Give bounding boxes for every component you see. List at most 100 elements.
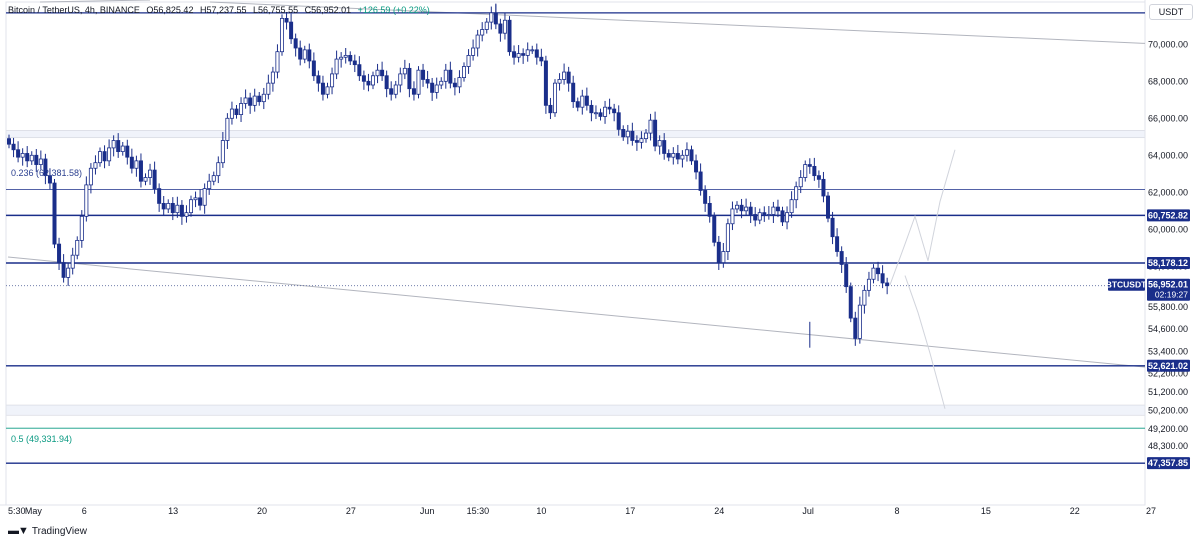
candle-body-9 <box>47 175 52 184</box>
candle-body-125 <box>575 101 580 108</box>
candle-body-145 <box>666 153 671 158</box>
candle-body-3 <box>20 153 25 158</box>
tradingview-logo-icon: ▬▼ <box>8 525 29 537</box>
candle-body-6 <box>34 154 39 165</box>
candle-body-8 <box>43 158 48 177</box>
current-price-tag <box>1147 278 1190 301</box>
candle-body-177 <box>812 165 817 177</box>
candle-body-65 <box>302 49 307 60</box>
candle-body-168 <box>771 206 776 215</box>
candle-body-76 <box>352 60 357 66</box>
candle-body-174 <box>798 177 803 188</box>
candle-body-130 <box>598 112 603 117</box>
candle-body-5 <box>29 154 34 162</box>
candle-body-114 <box>525 49 530 56</box>
candle-body-44 <box>207 180 212 189</box>
candle-body-109 <box>502 19 507 34</box>
candle-body-171 <box>785 212 790 223</box>
level-tag-label-1: 58,178.12 <box>1148 258 1188 268</box>
currency-button[interactable]: USDT <box>1149 4 1193 20</box>
candle-body-99 <box>457 77 462 88</box>
legend-symbol[interactable]: Bitcoin / TetherUS, 4h, BINANCE <box>8 5 140 15</box>
candle-body-92 <box>425 79 430 84</box>
candle-body-33 <box>157 188 162 204</box>
candle-body-142 <box>653 119 658 147</box>
candle-body-143 <box>657 140 662 147</box>
candle-body-123 <box>566 71 571 84</box>
symbol-legend: Bitcoin / TetherUS, 4h, BINANCE O56,825.… <box>8 5 434 15</box>
candle-body-155 <box>712 215 717 243</box>
symbol-tag <box>1108 278 1145 291</box>
x-tick-label: Jun <box>420 506 435 516</box>
candle-body-94 <box>434 84 439 93</box>
projection-down-path <box>904 275 946 409</box>
candle-body-133 <box>612 108 617 114</box>
candle-body-146 <box>671 153 676 158</box>
candle-body-80 <box>370 75 375 86</box>
candle-body-74 <box>343 55 348 58</box>
candle-body-24 <box>116 140 121 152</box>
legend-close: C56,952.01 <box>304 5 352 15</box>
candle-body-47 <box>220 140 225 164</box>
candle-body-30 <box>143 177 148 182</box>
candle-body-67 <box>311 60 316 77</box>
x-tick-label: 8 <box>894 506 899 516</box>
candle-body-129 <box>593 112 598 115</box>
candle-body-25 <box>120 145 125 153</box>
y-tick-label: 66,000.00 <box>1148 113 1188 123</box>
candle-body-27 <box>129 156 134 169</box>
candle-body-180 <box>826 195 831 219</box>
current-price-label: 56,952.01 <box>1148 280 1188 290</box>
candle-body-39 <box>184 212 189 217</box>
level-tag-3 <box>1147 457 1190 470</box>
candle-body-54 <box>252 95 257 106</box>
y-tick-label: 70,000.00 <box>1148 39 1188 49</box>
candle-body-1 <box>11 143 16 151</box>
candle-body-96 <box>443 69 448 82</box>
candle-body-51 <box>239 103 244 115</box>
tradingview-brand[interactable]: ▬▼ TradingView <box>8 525 87 537</box>
candle-body-163 <box>748 206 753 215</box>
candle-body-82 <box>380 69 385 77</box>
level-tag-2 <box>1147 359 1190 372</box>
candle-body-192 <box>880 273 885 284</box>
x-tick-label: 27 <box>1146 506 1156 516</box>
x-tick-label: 27 <box>346 506 356 516</box>
candle-body-84 <box>389 88 394 95</box>
candle-body-147 <box>675 153 680 160</box>
y-tick-label: 60,000.00 <box>1148 224 1188 234</box>
upper-trendline <box>209 1 1146 44</box>
candle-body-61 <box>284 17 289 23</box>
candle-body-110 <box>507 19 512 53</box>
candle-body-70 <box>325 86 330 95</box>
candle-body-140 <box>644 132 649 140</box>
candle-body-17 <box>84 184 89 217</box>
candle-body-132 <box>607 106 612 110</box>
candle-body-153 <box>703 190 708 204</box>
candle-body-58 <box>270 71 275 84</box>
x-tick-label: 17 <box>625 506 635 516</box>
candle-body-37 <box>175 204 180 214</box>
candle-body-83 <box>384 75 389 90</box>
candle-body-193 <box>885 282 890 287</box>
candle-body-11 <box>57 243 62 264</box>
candle-body-60 <box>279 17 284 53</box>
candle-body-34 <box>161 202 166 210</box>
candle-body-148 <box>680 154 685 160</box>
candle-body-117 <box>539 56 544 62</box>
candle-body-26 <box>125 145 130 158</box>
candle-body-87 <box>402 67 407 75</box>
candle-body-81 <box>375 69 380 77</box>
x-tick-label: 24 <box>714 506 724 516</box>
candle-body-90 <box>416 69 421 95</box>
candle-body-48 <box>225 117 230 141</box>
candle-body-108 <box>498 23 503 34</box>
fib-05-label: 0.5 (49,331.94) <box>11 434 73 444</box>
candle-body-190 <box>871 267 876 280</box>
y-tick-label: 49,200.00 <box>1148 424 1188 434</box>
candle-body-105 <box>484 21 489 30</box>
candle-body-166 <box>762 212 767 215</box>
candle-body-29 <box>138 160 143 182</box>
